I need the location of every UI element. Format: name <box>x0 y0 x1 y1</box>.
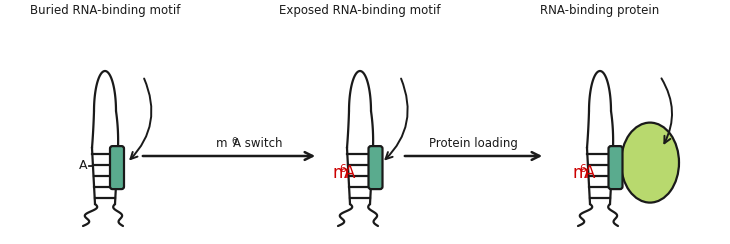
FancyBboxPatch shape <box>110 146 124 189</box>
Text: RNA-binding protein: RNA-binding protein <box>540 4 660 17</box>
FancyBboxPatch shape <box>369 146 383 189</box>
Text: A: A <box>344 163 356 182</box>
Ellipse shape <box>621 122 679 203</box>
Text: A: A <box>79 159 88 172</box>
Text: A: A <box>584 163 596 182</box>
Text: m: m <box>572 163 588 182</box>
FancyBboxPatch shape <box>609 146 623 189</box>
Text: m: m <box>332 163 348 182</box>
Text: 6: 6 <box>231 137 237 146</box>
Text: 6: 6 <box>580 164 586 174</box>
Text: Exposed RNA-binding motif: Exposed RNA-binding motif <box>280 4 441 17</box>
Text: Buried RNA-binding motif: Buried RNA-binding motif <box>30 4 180 17</box>
Text: 6: 6 <box>339 164 346 174</box>
Text: Protein loading: Protein loading <box>429 137 518 150</box>
Text: A switch: A switch <box>233 137 283 150</box>
Text: m: m <box>215 137 227 150</box>
